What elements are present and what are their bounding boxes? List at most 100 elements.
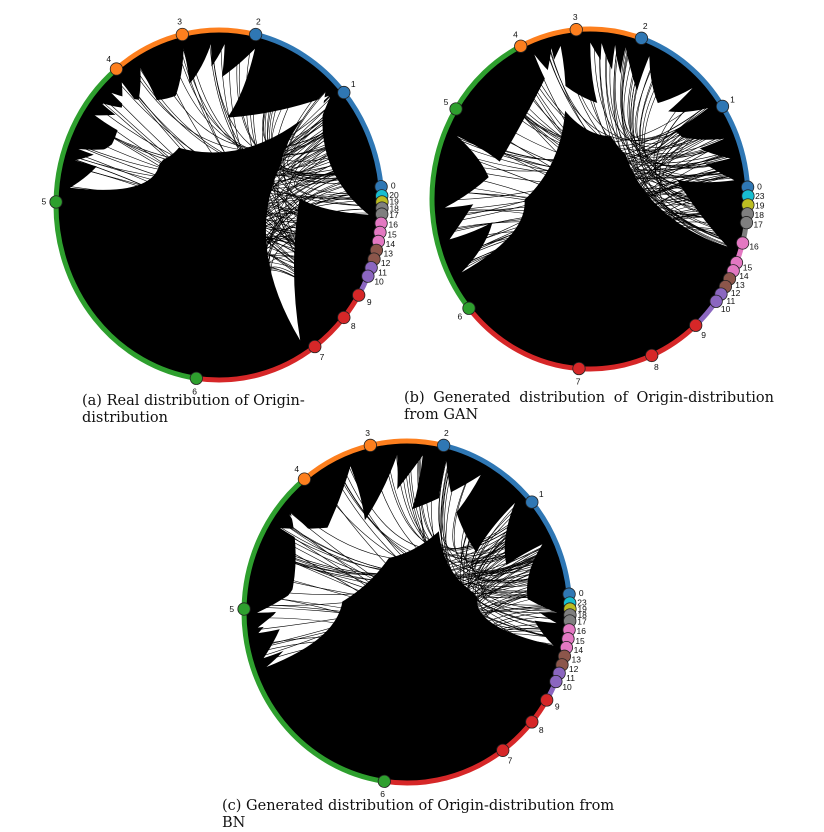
node-marker — [50, 196, 62, 208]
node-1: 1 — [526, 489, 544, 508]
node-marker — [541, 694, 553, 706]
node-marker — [362, 270, 374, 282]
node-label: 7 — [508, 756, 513, 766]
node-marker — [646, 349, 658, 361]
node-marker — [364, 439, 376, 451]
node-label: 8 — [351, 321, 356, 331]
node-label: 2 — [643, 21, 648, 31]
node-marker — [716, 100, 728, 112]
node-marker — [298, 473, 310, 485]
node-5: 5 — [41, 196, 62, 208]
node-label: 14 — [386, 239, 396, 249]
node-marker — [526, 716, 538, 728]
node-label: 3 — [365, 428, 370, 438]
node-5: 5 — [229, 603, 250, 615]
node-label: 1 — [539, 489, 544, 499]
node-marker — [736, 237, 748, 249]
node-label: 3 — [177, 17, 182, 27]
node-marker — [690, 319, 702, 331]
node-8: 8 — [338, 311, 356, 331]
node-label: 17 — [389, 210, 399, 220]
node-marker — [249, 28, 261, 40]
node-label: 8 — [539, 725, 544, 735]
node-label: 9 — [701, 330, 706, 340]
node-3: 3 — [364, 428, 376, 452]
node-label: 6 — [458, 311, 463, 321]
node-label: 0 — [391, 180, 396, 190]
node-4: 4 — [294, 464, 310, 485]
node-marker — [176, 28, 188, 40]
node-label: 2 — [444, 428, 449, 438]
node-label: 2 — [256, 17, 261, 27]
node-marker — [497, 744, 509, 756]
node-marker — [740, 216, 752, 228]
node-label: 19 — [755, 200, 765, 210]
node-2: 2 — [249, 17, 261, 41]
node-label: 18 — [754, 210, 764, 220]
node-6: 6 — [458, 302, 476, 321]
caption-a: (a) Real distribution of Origin-distribu… — [82, 393, 382, 427]
node-label: 4 — [513, 30, 518, 40]
node-label: 8 — [654, 362, 659, 372]
node-label: 9 — [367, 297, 372, 307]
node-label: 5 — [229, 604, 234, 614]
node-9: 9 — [690, 319, 707, 340]
node-label: 7 — [320, 352, 325, 362]
node-label: 9 — [555, 702, 560, 712]
node-marker — [338, 86, 350, 98]
node-marker — [110, 63, 122, 75]
node-marker — [353, 289, 365, 301]
node-marker — [309, 340, 321, 352]
node-1: 1 — [338, 79, 356, 99]
node-marker — [338, 311, 350, 323]
node-3: 3 — [176, 17, 188, 41]
node-marker — [190, 372, 202, 384]
node-label: 4 — [106, 54, 111, 64]
node-label: 5 — [444, 97, 449, 107]
node-label: 5 — [41, 197, 46, 207]
node-label: 17 — [577, 617, 587, 627]
node-label: 0 — [757, 181, 762, 191]
node-label: 17 — [753, 219, 763, 229]
node-label: 15 — [387, 229, 397, 239]
node-label: 1 — [730, 94, 735, 104]
node-marker — [550, 675, 562, 687]
node-marker — [573, 362, 585, 374]
node-label: 16 — [577, 626, 587, 636]
node-marker — [238, 603, 250, 615]
node-label: 23 — [755, 191, 765, 201]
node-marker — [450, 103, 462, 115]
node-8: 8 — [646, 349, 659, 372]
node-3: 3 — [570, 12, 582, 36]
node-label: 10 — [721, 304, 731, 314]
node-label: 16 — [749, 241, 759, 251]
node-label: 0 — [579, 588, 584, 598]
node-label: 10 — [374, 277, 384, 287]
node-label: 7 — [576, 376, 581, 386]
node-label: 10 — [562, 682, 572, 692]
node-4: 4 — [513, 30, 527, 53]
node-marker — [526, 496, 538, 508]
node-marker — [437, 439, 449, 451]
caption-c: (c) Generated distribution of Origin-dis… — [222, 798, 622, 832]
caption-b: (b) Generated distribution of Origin-dis… — [404, 390, 774, 424]
node-marker — [515, 40, 527, 52]
node-4: 4 — [106, 54, 122, 75]
node-marker — [570, 23, 582, 35]
node-marker — [463, 302, 475, 314]
node-marker — [378, 775, 390, 787]
node-label: 16 — [389, 220, 399, 230]
node-label: 3 — [573, 12, 578, 22]
node-7: 7 — [573, 362, 585, 386]
node-2: 2 — [437, 428, 449, 452]
node-2: 2 — [635, 21, 648, 44]
node-8: 8 — [526, 716, 544, 735]
node-label: 1 — [351, 79, 356, 89]
node-6: 6 — [378, 775, 390, 799]
